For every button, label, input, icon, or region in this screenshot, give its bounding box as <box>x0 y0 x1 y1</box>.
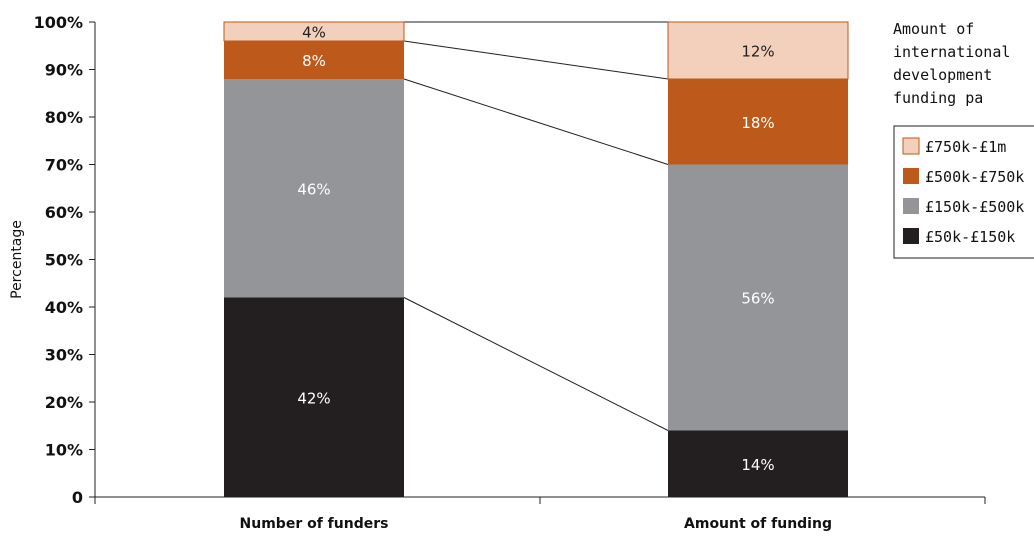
y-tick-label: 40% <box>45 298 83 317</box>
legend: Amount of international development funding… <box>893 20 1034 259</box>
data-label: 42% <box>297 389 330 407</box>
y-tick-label: 100% <box>34 13 83 32</box>
legend-label: £50k-£150k <box>925 228 1015 246</box>
legend-title-line: international <box>893 43 1010 61</box>
legend-title-line: funding pa <box>893 89 983 107</box>
y-tick-label: 70% <box>45 156 83 175</box>
legend-label: £150k-£500k <box>925 198 1024 216</box>
data-label: 8% <box>302 52 326 70</box>
legend-label: £750k-£1m <box>925 138 1006 156</box>
bar-segment-500k-750k <box>668 79 848 165</box>
data-label: 18% <box>741 114 774 132</box>
legend-label: £500k-£750k <box>925 168 1024 186</box>
connector-lines <box>403 21 669 431</box>
y-tick-label: 60% <box>45 203 83 222</box>
data-label: 4% <box>302 24 326 42</box>
bar-segment-750k-1m <box>667 21 849 80</box>
bar-segment-150k-500k <box>668 164 848 431</box>
data-label: 12% <box>741 43 774 61</box>
legend-box <box>893 125 1034 259</box>
bar-segment-750k-1m <box>223 21 405 42</box>
bars <box>223 21 849 497</box>
bar-segment-50k-150k <box>224 297 404 497</box>
connector-line <box>403 78 669 165</box>
data-label: 14% <box>741 456 774 474</box>
legend-swatch-50k-150k <box>903 228 919 244</box>
y-tick-label: 50% <box>45 251 83 270</box>
connector-line <box>403 40 669 80</box>
y-tick-label: 0 <box>72 488 83 507</box>
y-tick-label: 30% <box>45 346 83 365</box>
bar-segment-150k-500k <box>224 79 404 298</box>
legend-title-line: development <box>893 66 992 84</box>
legend-swatch-150k-500k <box>903 198 919 214</box>
axes: 0 10% 20% 30% 40% 50% 60% 70% 80% 90% 100% Percenta… <box>9 13 986 532</box>
y-tick-label: 20% <box>45 393 83 412</box>
connector-line <box>403 297 669 431</box>
x-category-label: Number of funders <box>240 516 389 532</box>
bar-segment-50k-150k <box>668 430 848 497</box>
legend-swatch-500k-750k <box>903 168 919 184</box>
segment-labels: 42% 46% 8% 4% 14% 56% 18% 12% <box>297 24 774 474</box>
y-axis-title: Percentage <box>9 220 25 299</box>
legend-swatch-750k-1m <box>902 137 920 155</box>
bar-segment-500k-750k <box>224 41 404 79</box>
y-tick-label: 10% <box>45 441 83 460</box>
x-category-label: Amount of funding <box>684 516 832 532</box>
y-tick-label: 90% <box>45 61 83 80</box>
data-label: 46% <box>297 180 330 198</box>
y-tick-label: 80% <box>45 108 83 127</box>
legend-title-line: Amount of <box>893 20 974 38</box>
data-label: 56% <box>741 290 774 308</box>
